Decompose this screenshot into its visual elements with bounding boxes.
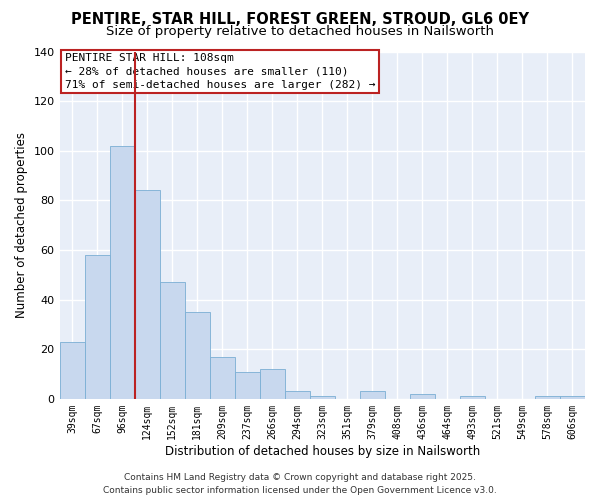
Bar [59, 342, 85, 399]
Bar [209, 356, 235, 399]
Bar [535, 396, 560, 399]
Text: Size of property relative to detached houses in Nailsworth: Size of property relative to detached ho… [106, 25, 494, 38]
Text: Contains HM Land Registry data © Crown copyright and database right 2025.
Contai: Contains HM Land Registry data © Crown c… [103, 474, 497, 495]
Bar [310, 396, 335, 399]
Text: PENTIRE, STAR HILL, FOREST GREEN, STROUD, GL6 0EY: PENTIRE, STAR HILL, FOREST GREEN, STROUD… [71, 12, 529, 28]
Bar [185, 312, 209, 399]
X-axis label: Distribution of detached houses by size in Nailsworth: Distribution of detached houses by size … [164, 444, 480, 458]
Bar [160, 282, 185, 399]
Bar [235, 372, 260, 399]
Bar [85, 255, 110, 399]
Bar [410, 394, 435, 399]
Bar [560, 396, 585, 399]
Y-axis label: Number of detached properties: Number of detached properties [15, 132, 28, 318]
Bar [134, 190, 160, 399]
Text: PENTIRE STAR HILL: 108sqm
← 28% of detached houses are smaller (110)
71% of semi: PENTIRE STAR HILL: 108sqm ← 28% of detac… [65, 53, 375, 90]
Bar [460, 396, 485, 399]
Bar [260, 369, 285, 399]
Bar [360, 392, 385, 399]
Bar [285, 392, 310, 399]
Bar [110, 146, 134, 399]
